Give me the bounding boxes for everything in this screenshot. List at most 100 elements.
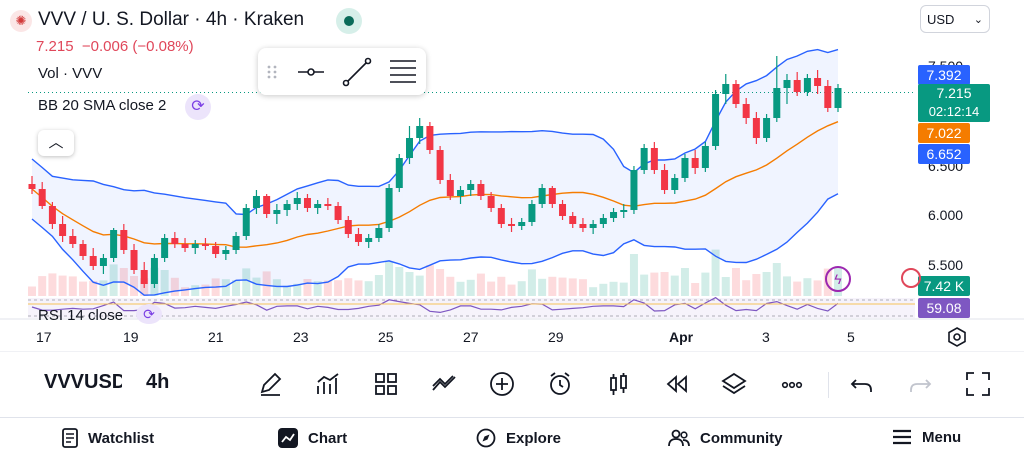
market-status-icon[interactable] bbox=[336, 8, 362, 34]
candle-body bbox=[569, 216, 577, 224]
drag-handle-icon bbox=[267, 65, 277, 79]
volume-bar bbox=[558, 277, 567, 296]
bollinger-indicator-label[interactable]: BB 20 SMA close 2 bbox=[38, 97, 167, 114]
economic-events-icon[interactable] bbox=[901, 268, 921, 288]
time-tick: 19 bbox=[123, 329, 139, 345]
volume-bar bbox=[191, 285, 200, 296]
candle-body bbox=[344, 220, 352, 234]
redo-icon[interactable] bbox=[906, 370, 934, 398]
candles-icon[interactable] bbox=[604, 370, 632, 398]
chart-settings-icon[interactable] bbox=[946, 326, 968, 353]
volume-bar bbox=[283, 285, 292, 296]
pencil-icon[interactable] bbox=[256, 370, 284, 398]
hamburger-icon bbox=[893, 429, 911, 445]
layers-icon[interactable] bbox=[720, 370, 748, 398]
volume-bar bbox=[262, 271, 271, 296]
currency-select[interactable]: USD ⌄ bbox=[920, 5, 990, 33]
time-tick: 5 bbox=[847, 329, 855, 345]
rsi-tag: 59.08 bbox=[918, 298, 970, 318]
volume-bar bbox=[517, 281, 526, 296]
volume-bar bbox=[293, 283, 302, 296]
candle-body bbox=[140, 270, 148, 284]
volume-bar bbox=[415, 275, 424, 296]
undo-icon[interactable] bbox=[848, 370, 876, 398]
collapse-legend-button[interactable]: ︿ bbox=[38, 130, 74, 156]
rsi-refresh-icon[interactable]: ⟳ bbox=[136, 304, 162, 324]
volume-bar bbox=[487, 281, 496, 296]
fullscreen-icon[interactable] bbox=[964, 370, 992, 398]
symbol-interval-picker[interactable]: VVVUSD 4h bbox=[40, 352, 180, 416]
volume-bar bbox=[344, 278, 353, 296]
indicators-icon[interactable] bbox=[314, 370, 342, 398]
candle-body bbox=[722, 84, 730, 94]
nav-watchlist-label: Watchlist bbox=[88, 429, 155, 447]
candle-body bbox=[201, 244, 209, 246]
interval-value: 4h bbox=[146, 371, 170, 393]
candle-body bbox=[181, 244, 189, 248]
volume-bar bbox=[221, 279, 230, 296]
alarm-icon[interactable] bbox=[546, 370, 574, 398]
nav-watchlist[interactable]: Watchlist bbox=[62, 428, 154, 448]
volume-bar bbox=[242, 268, 251, 296]
candle-body bbox=[803, 78, 811, 92]
rsi-indicator-label[interactable]: RSI 14 close bbox=[38, 307, 124, 324]
volume-bar bbox=[334, 280, 343, 296]
last-price-tag-value: 7.215 bbox=[936, 85, 972, 101]
more-icon[interactable] bbox=[778, 370, 806, 398]
candle-body bbox=[120, 230, 128, 250]
community-icon bbox=[668, 429, 690, 447]
candle-body bbox=[559, 204, 567, 216]
candle-body bbox=[110, 230, 118, 258]
candle-body bbox=[497, 208, 505, 224]
volume-bar bbox=[701, 272, 710, 296]
candle-body bbox=[742, 104, 750, 118]
volume-bar bbox=[711, 249, 720, 296]
volume-bar bbox=[364, 281, 373, 296]
candle-body bbox=[130, 250, 138, 270]
change-value: −0.006 (−0.08%) bbox=[81, 38, 194, 55]
nav-community[interactable]: Community bbox=[668, 428, 783, 448]
volume-bar bbox=[374, 275, 383, 296]
volume-bar bbox=[650, 272, 659, 296]
horizontal-line-tool-icon bbox=[298, 68, 324, 76]
symbol-title[interactable]: VVV / U. S. Dollar · 4h · Kraken bbox=[38, 9, 305, 30]
candle-body bbox=[467, 184, 475, 190]
candle-body bbox=[763, 118, 771, 138]
candle-body bbox=[354, 234, 362, 242]
candle-body bbox=[252, 196, 260, 208]
candle-body bbox=[79, 244, 87, 256]
volume-indicator-label[interactable]: Vol · VVV bbox=[38, 65, 103, 82]
price-chart[interactable] bbox=[0, 0, 1024, 352]
candle-body bbox=[681, 158, 689, 178]
candle-body bbox=[538, 188, 546, 204]
volume-bar bbox=[548, 276, 557, 296]
refresh-icon[interactable]: ⟳ bbox=[185, 94, 211, 120]
volume-bar bbox=[660, 272, 669, 296]
time-tick: 29 bbox=[548, 329, 564, 345]
volume-bar bbox=[497, 276, 506, 296]
volume-bar bbox=[79, 281, 88, 296]
replay-icon[interactable] bbox=[662, 370, 690, 398]
lightning-icon[interactable]: ϟ bbox=[825, 266, 851, 292]
candle-body bbox=[150, 258, 158, 284]
add-circle-icon[interactable] bbox=[488, 370, 516, 398]
nav-chart[interactable]: Chart bbox=[278, 428, 347, 448]
toolbar-divider bbox=[828, 372, 829, 398]
nav-explore[interactable]: Explore bbox=[476, 428, 561, 448]
price-tick: 5.500 bbox=[928, 257, 964, 273]
drawing-toolbar-icons bbox=[267, 57, 416, 87]
nav-menu[interactable]: Menu bbox=[892, 428, 961, 446]
volume-bar bbox=[38, 276, 47, 296]
chevron-down-icon: ⌄ bbox=[973, 14, 983, 26]
candle-body bbox=[640, 148, 648, 170]
compare-icon[interactable] bbox=[430, 370, 458, 398]
bottom-nav-divider bbox=[0, 417, 1024, 418]
volume-bar bbox=[507, 284, 516, 296]
candle-body bbox=[161, 238, 169, 258]
candle-body bbox=[416, 126, 424, 138]
candle-body bbox=[48, 206, 56, 224]
time-tick: Apr bbox=[669, 329, 694, 345]
layout-grid-icon[interactable] bbox=[372, 370, 400, 398]
compass-icon bbox=[476, 428, 496, 448]
candle-body bbox=[385, 188, 393, 228]
